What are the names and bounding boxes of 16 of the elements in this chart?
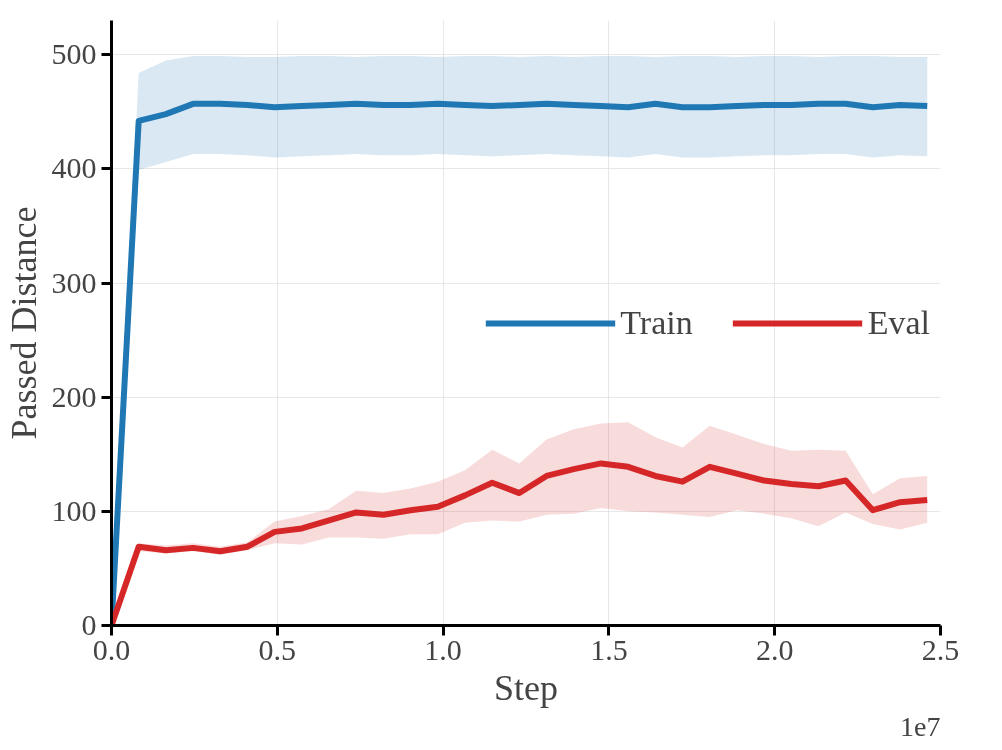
y-tick-label: 300 [51, 265, 97, 299]
legend-label: Train [620, 303, 693, 342]
text: 1e7 [900, 710, 941, 742]
x-tick-label: 0.5 [258, 632, 297, 666]
x-tick-label: 2.5 [921, 632, 960, 666]
y-tick-label: 500 [51, 37, 97, 71]
x-axis-title: Step [494, 667, 559, 708]
y-axis-title: Passed Distance [3, 206, 44, 440]
legend-label: Eval [867, 303, 930, 342]
y-tick-label: 0 [81, 608, 97, 641]
x-tick-label: 1.0 [424, 632, 462, 666]
y-tick-label: 200 [51, 379, 97, 413]
y-tick-label: 400 [51, 151, 97, 185]
y-tick-label: 100 [51, 493, 97, 527]
x-tick-label: 1.5 [590, 632, 628, 666]
x-tick-label: 2.0 [755, 632, 794, 666]
